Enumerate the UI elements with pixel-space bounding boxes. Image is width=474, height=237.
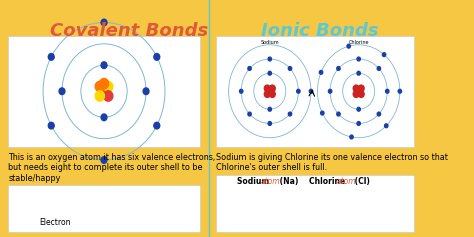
Ellipse shape bbox=[264, 91, 270, 97]
Ellipse shape bbox=[100, 78, 109, 89]
Bar bbox=[217, 36, 414, 147]
Bar bbox=[9, 185, 200, 232]
Text: This is an oxygen atom it has six valence electrons,
but needs eight to complete: This is an oxygen atom it has six valenc… bbox=[9, 153, 216, 183]
Text: Covalent Bonds: Covalent Bonds bbox=[50, 22, 209, 40]
Ellipse shape bbox=[48, 54, 54, 60]
Ellipse shape bbox=[297, 89, 300, 93]
Ellipse shape bbox=[248, 112, 251, 116]
Ellipse shape bbox=[385, 89, 389, 93]
Ellipse shape bbox=[377, 67, 381, 70]
Ellipse shape bbox=[353, 85, 359, 92]
Ellipse shape bbox=[239, 89, 243, 93]
Ellipse shape bbox=[358, 91, 364, 97]
Text: Sodium: Sodium bbox=[237, 177, 273, 186]
Ellipse shape bbox=[269, 85, 275, 92]
Bar bbox=[9, 36, 200, 147]
Text: Chlorine: Chlorine bbox=[348, 40, 369, 45]
Ellipse shape bbox=[264, 85, 270, 92]
Ellipse shape bbox=[353, 91, 359, 97]
Ellipse shape bbox=[347, 44, 350, 48]
Ellipse shape bbox=[154, 122, 160, 129]
Text: atom: atom bbox=[336, 177, 356, 186]
Ellipse shape bbox=[357, 107, 360, 111]
Ellipse shape bbox=[337, 112, 340, 116]
Ellipse shape bbox=[101, 62, 107, 68]
Ellipse shape bbox=[48, 122, 54, 129]
Ellipse shape bbox=[268, 122, 272, 125]
Ellipse shape bbox=[104, 91, 113, 101]
Ellipse shape bbox=[357, 122, 360, 125]
Ellipse shape bbox=[358, 85, 364, 92]
Ellipse shape bbox=[154, 54, 160, 60]
Text: Sodium: Sodium bbox=[261, 40, 279, 45]
Ellipse shape bbox=[320, 111, 324, 115]
Ellipse shape bbox=[143, 88, 149, 95]
Ellipse shape bbox=[104, 81, 113, 92]
Ellipse shape bbox=[101, 19, 107, 26]
Ellipse shape bbox=[398, 89, 401, 93]
Text: Chlorine: Chlorine bbox=[309, 177, 348, 186]
Ellipse shape bbox=[268, 107, 272, 111]
Ellipse shape bbox=[356, 88, 362, 95]
Text: Electron: Electron bbox=[39, 218, 70, 227]
Ellipse shape bbox=[377, 112, 381, 116]
Ellipse shape bbox=[267, 88, 273, 95]
Ellipse shape bbox=[268, 57, 272, 61]
Text: (Na): (Na) bbox=[276, 177, 298, 186]
Ellipse shape bbox=[319, 70, 323, 74]
Ellipse shape bbox=[268, 71, 272, 75]
Ellipse shape bbox=[269, 91, 275, 97]
Bar bbox=[217, 175, 414, 232]
Ellipse shape bbox=[100, 86, 109, 96]
Ellipse shape bbox=[383, 53, 386, 57]
Ellipse shape bbox=[310, 89, 313, 93]
Ellipse shape bbox=[328, 89, 332, 93]
Ellipse shape bbox=[337, 67, 340, 70]
Ellipse shape bbox=[59, 88, 65, 95]
Text: Sodium is giving Chlorine its one valence electron so that
Chlorine's outer shel: Sodium is giving Chlorine its one valenc… bbox=[217, 153, 448, 172]
Ellipse shape bbox=[248, 67, 251, 70]
Ellipse shape bbox=[95, 91, 104, 101]
Ellipse shape bbox=[101, 114, 107, 121]
Ellipse shape bbox=[350, 135, 353, 139]
Ellipse shape bbox=[288, 67, 292, 70]
Text: Ionic Bonds: Ionic Bonds bbox=[261, 22, 378, 40]
Ellipse shape bbox=[101, 157, 107, 163]
Ellipse shape bbox=[357, 57, 360, 61]
Text: atom: atom bbox=[261, 177, 280, 186]
Ellipse shape bbox=[384, 124, 388, 128]
Text: (Cl): (Cl) bbox=[352, 177, 370, 186]
Ellipse shape bbox=[288, 112, 292, 116]
Ellipse shape bbox=[95, 81, 104, 92]
Ellipse shape bbox=[357, 71, 360, 75]
